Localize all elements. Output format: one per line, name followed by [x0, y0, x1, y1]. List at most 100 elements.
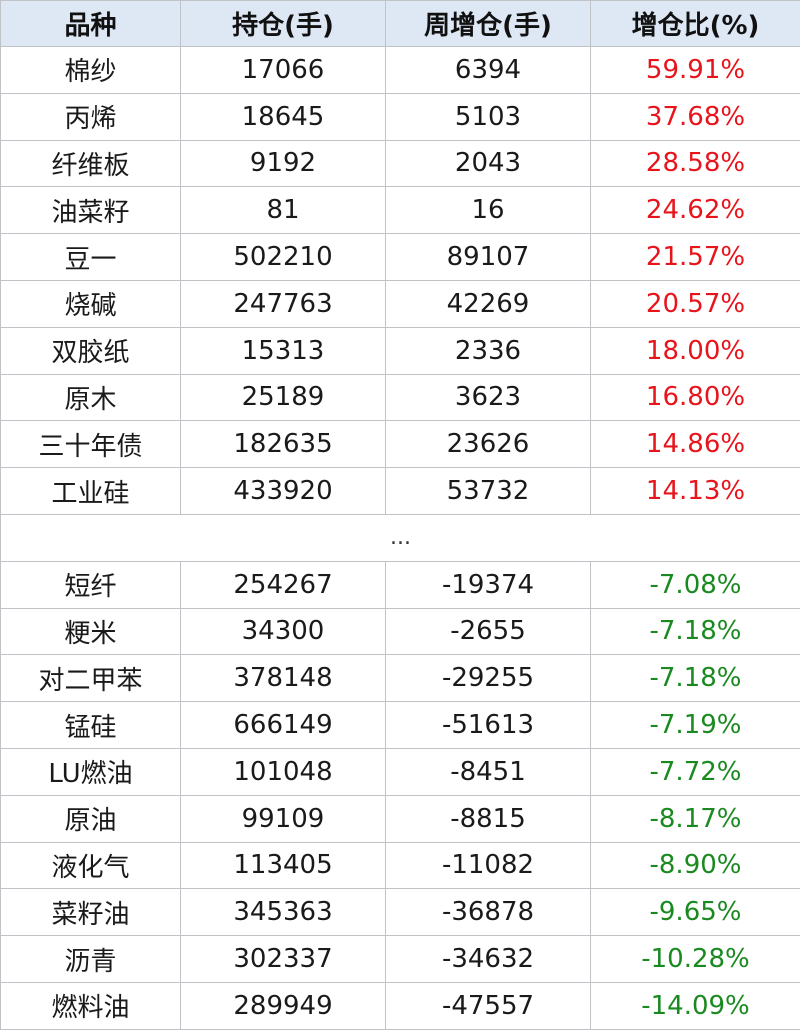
weekly-change-cell: -11082: [385, 841, 591, 890]
change-ratio-cell: -9.65%: [590, 888, 800, 937]
change-ratio-cell: 21.57%: [590, 233, 800, 281]
weekly-change-cell: 89107: [385, 233, 591, 281]
weekly-change-cell: 6394: [385, 46, 591, 94]
weekly-change-cell: -19374: [385, 560, 591, 609]
variety-cell: 双胶纸: [0, 326, 181, 375]
table-row: 原木 25189 3623 16.80%: [0, 373, 800, 422]
change-ratio-cell: 59.91%: [590, 46, 800, 94]
weekly-change-cell: -8815: [385, 794, 591, 843]
position-cell: 289949: [180, 981, 386, 1030]
variety-cell: 原木: [0, 373, 181, 422]
position-cell: 17066: [180, 46, 386, 94]
weekly-change-cell: 42269: [385, 279, 591, 328]
position-cell: 666149: [180, 701, 386, 749]
table-row: 粳米 34300 -2655 -7.18%: [0, 607, 800, 656]
weekly-change-cell: -34632: [385, 935, 591, 983]
header-weekly-change: 周增仓(手): [385, 0, 591, 47]
table-row: 棉纱 17066 6394 59.91%: [0, 46, 800, 94]
header-change-ratio: 增仓比(%): [590, 0, 800, 47]
variety-cell: LU燃油: [0, 747, 181, 796]
position-cell: 113405: [180, 841, 386, 890]
position-cell: 345363: [180, 888, 386, 937]
weekly-change-cell: 2336: [385, 326, 591, 375]
header-variety: 品种: [0, 0, 181, 47]
variety-cell: 纤维板: [0, 139, 181, 188]
variety-cell: 三十年债: [0, 420, 181, 469]
weekly-change-cell: 5103: [385, 92, 591, 141]
change-ratio-cell: -7.18%: [590, 654, 800, 703]
position-cell: 18645: [180, 92, 386, 141]
table-row: LU燃油 101048 -8451 -7.72%: [0, 747, 800, 796]
position-cell: 247763: [180, 279, 386, 328]
position-cell: 182635: [180, 420, 386, 469]
position-cell: 99109: [180, 794, 386, 843]
weekly-change-cell: -2655: [385, 607, 591, 656]
variety-cell: 对二甲苯: [0, 654, 181, 703]
table-row: 短纤 254267 -19374 -7.08%: [0, 560, 800, 609]
table-row: 三十年债 182635 23626 14.86%: [0, 420, 800, 469]
position-cell: 81: [180, 186, 386, 235]
table-row: 原油 99109 -8815 -8.17%: [0, 794, 800, 843]
variety-cell: 锰硅: [0, 701, 181, 749]
change-ratio-cell: 37.68%: [590, 92, 800, 141]
variety-cell: 液化气: [0, 841, 181, 890]
table-row: 菜籽油 345363 -36878 -9.65%: [0, 888, 800, 937]
table-row: 对二甲苯 378148 -29255 -7.18%: [0, 654, 800, 703]
ellipsis-row: ...: [0, 513, 800, 562]
variety-cell: 烧碱: [0, 279, 181, 328]
change-ratio-cell: -8.90%: [590, 841, 800, 890]
table-row: 锰硅 666149 -51613 -7.19%: [0, 701, 800, 749]
change-ratio-cell: 16.80%: [590, 373, 800, 422]
variety-cell: 燃料油: [0, 981, 181, 1030]
position-cell: 502210: [180, 233, 386, 281]
position-cell: 433920: [180, 467, 386, 515]
change-ratio-cell: -7.18%: [590, 607, 800, 656]
position-cell: 9192: [180, 139, 386, 188]
position-cell: 25189: [180, 373, 386, 422]
table-row: 沥青 302337 -34632 -10.28%: [0, 935, 800, 983]
change-ratio-cell: 18.00%: [590, 326, 800, 375]
variety-cell: 丙烯: [0, 92, 181, 141]
variety-cell: 油菜籽: [0, 186, 181, 235]
variety-cell: 原油: [0, 794, 181, 843]
table-row: 纤维板 9192 2043 28.58%: [0, 139, 800, 188]
weekly-change-cell: -51613: [385, 701, 591, 749]
position-cell: 101048: [180, 747, 386, 796]
change-ratio-cell: -8.17%: [590, 794, 800, 843]
position-cell: 15313: [180, 326, 386, 375]
variety-cell: 粳米: [0, 607, 181, 656]
variety-cell: 工业硅: [0, 467, 181, 515]
change-ratio-cell: -10.28%: [590, 935, 800, 983]
variety-cell: 豆一: [0, 233, 181, 281]
table-row: 烧碱 247763 42269 20.57%: [0, 279, 800, 328]
change-ratio-cell: -14.09%: [590, 981, 800, 1030]
position-cell: 34300: [180, 607, 386, 656]
variety-cell: 短纤: [0, 560, 181, 609]
weekly-change-cell: 3623: [385, 373, 591, 422]
table-body: 棉纱 17066 6394 59.91% 丙烯 18645 5103 37.68% 纤维板 919…: [0, 46, 800, 1030]
table-row: 豆一 502210 89107 21.57%: [0, 233, 800, 281]
change-ratio-cell: -7.19%: [590, 701, 800, 749]
weekly-change-cell: 53732: [385, 467, 591, 515]
table-row: 液化气 113405 -11082 -8.90%: [0, 841, 800, 890]
change-ratio-cell: 28.58%: [590, 139, 800, 188]
table-row: 工业硅 433920 53732 14.13%: [0, 467, 800, 515]
position-cell: 378148: [180, 654, 386, 703]
header-position: 持仓(手): [180, 0, 386, 47]
weekly-change-cell: -29255: [385, 654, 591, 703]
weekly-change-cell: 23626: [385, 420, 591, 469]
change-ratio-cell: 24.62%: [590, 186, 800, 235]
change-ratio-cell: 14.86%: [590, 420, 800, 469]
weekly-change-cell: 2043: [385, 139, 591, 188]
header-row: 品种 持仓(手) 周增仓(手) 增仓比(%): [0, 0, 800, 47]
change-ratio-cell: 20.57%: [590, 279, 800, 328]
position-cell: 254267: [180, 560, 386, 609]
change-ratio-cell: -7.08%: [590, 560, 800, 609]
position-cell: 302337: [180, 935, 386, 983]
weekly-change-cell: -36878: [385, 888, 591, 937]
variety-cell: 菜籽油: [0, 888, 181, 937]
ellipsis-cell: ...: [0, 513, 800, 562]
weekly-change-cell: 16: [385, 186, 591, 235]
variety-cell: 沥青: [0, 935, 181, 983]
